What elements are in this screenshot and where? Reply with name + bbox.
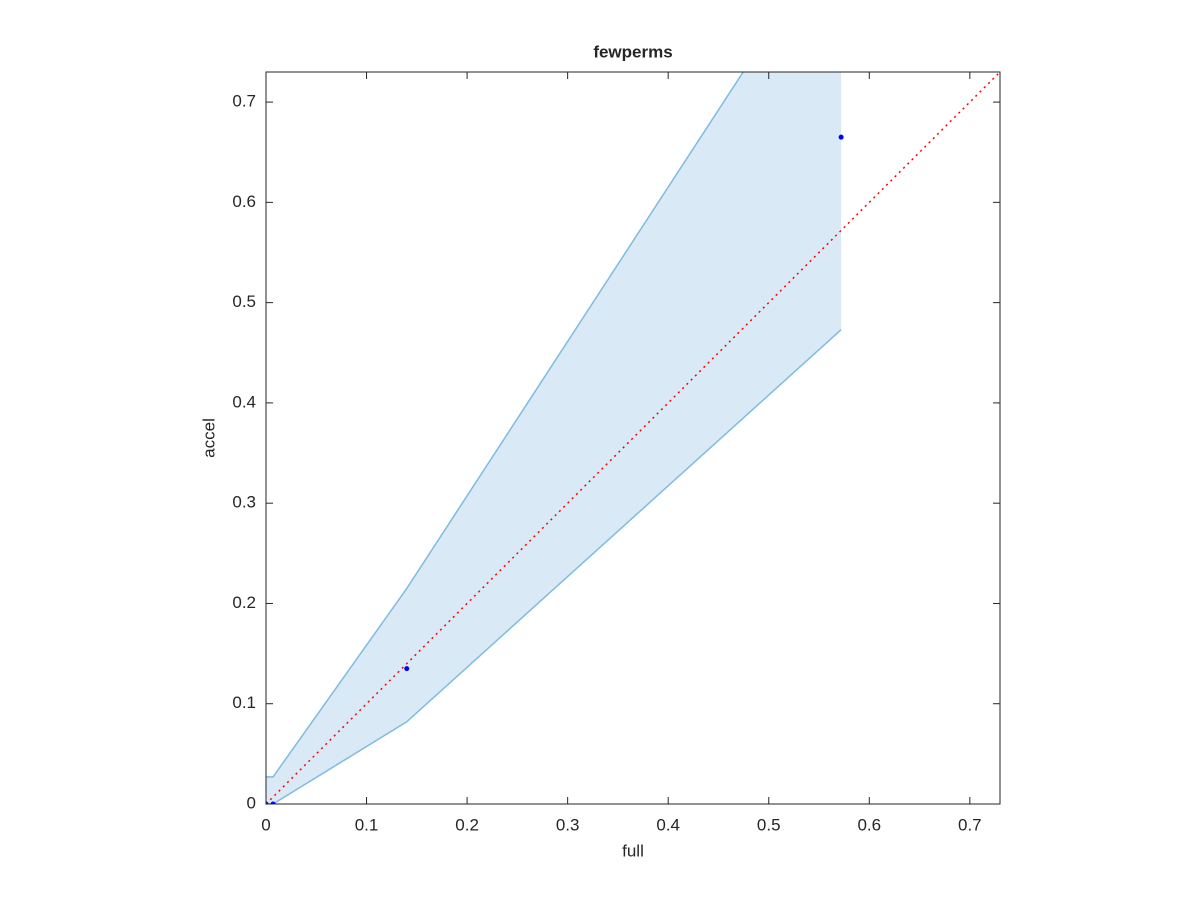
y-tick-label: 0.7 [232,92,256,111]
band-upper [266,72,745,778]
x-tick-label: 0.1 [355,815,379,834]
plot-area [266,72,1000,804]
x-tick-label: 0.5 [757,815,781,834]
y-axis-label: accel [199,418,218,458]
y-tick-label: 0.1 [232,693,256,712]
y-tick-label: 0.4 [232,392,256,411]
x-tick-label: 0.4 [656,815,680,834]
axes-box [265,71,1001,805]
band-area [266,72,842,804]
y-tick-label: 0.3 [232,493,256,512]
band-lower [266,329,842,804]
data-point [404,666,410,672]
y-tick-label: 0.2 [232,593,256,612]
x-tick-label: 0.3 [556,815,580,834]
x-tick-label: 0 [261,815,270,834]
y-tick-label: 0.5 [232,292,256,311]
x-tick-label: 0.6 [857,815,881,834]
data-point [270,801,276,804]
x-axis-label: full [622,841,644,860]
y-tick-label: 0.6 [232,192,256,211]
y-tick-label: 0 [247,793,256,812]
x-tick-label: 0.7 [958,815,982,834]
data-point [838,134,844,140]
chart-title: fewperms [593,42,672,61]
x-tick-label: 0.2 [455,815,479,834]
data-point [266,801,269,804]
